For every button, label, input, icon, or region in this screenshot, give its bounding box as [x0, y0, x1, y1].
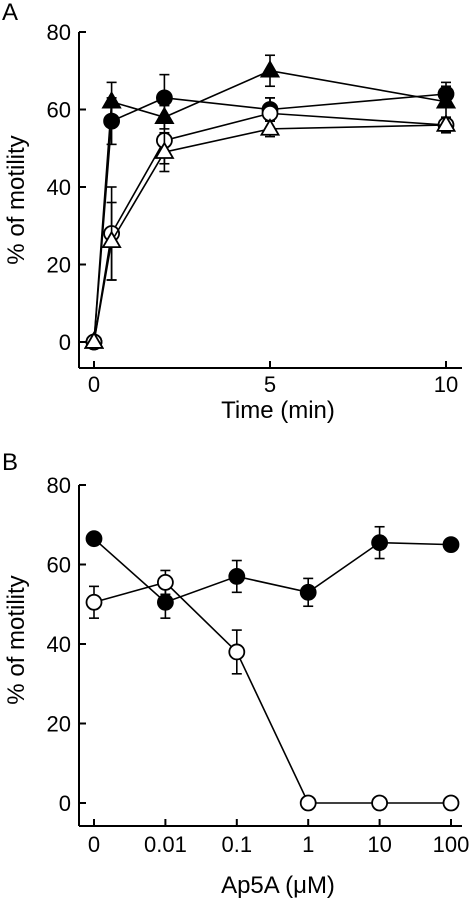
panel-b-data-point — [85, 593, 103, 611]
panel-a-series-line — [93, 124, 447, 343]
panel-b-y-tick-label: 80 — [47, 473, 71, 498]
panel-a-y-tick-label: 40 — [47, 175, 71, 200]
panel-a-x-tick-label: 10 — [434, 372, 458, 397]
panel-b-x-tick-label: 1 — [302, 832, 314, 857]
panel-b-y-axis-title: % of motility — [3, 575, 30, 704]
panel-a-data-point — [83, 331, 105, 349]
panel-a-x-axis-title: Time (min) — [221, 397, 335, 424]
panel-b-x-tick-label: 0.1 — [222, 832, 253, 857]
panel-b-y-tick-label: 20 — [47, 712, 71, 737]
panel-b-data-point — [442, 794, 460, 812]
panel-b-data-point — [299, 583, 317, 601]
chart-panel-b: B % of motility Ap5A (μM) 0 20 40 60 80 0 0.0… — [2, 449, 469, 899]
panel-a-x-tick-label: 0 — [88, 372, 100, 397]
panel-a-data-point — [435, 114, 457, 132]
panel-b-y-tick-label: 0 — [59, 791, 71, 816]
panel-b-x-tick-label: 100 — [433, 832, 470, 857]
panel-b-data-point — [371, 794, 389, 812]
panel-b-series-0 — [85, 525, 460, 619]
panel-a-data-point — [154, 141, 175, 159]
panel-a-series-3 — [83, 114, 457, 349]
panel-a-data-point — [101, 90, 122, 109]
panel-b-series-line — [93, 581, 451, 804]
panel-b-y-tick-label: 40 — [47, 632, 71, 657]
panel-b-y-tick-label: 60 — [47, 553, 71, 578]
panel-a-label: A — [2, 0, 18, 26]
chart-panel-a: A % of motility Time (min) 0 20 40 60 80 0 5 1… — [2, 0, 462, 424]
panel-b-data-point — [442, 536, 460, 554]
panel-b-data-point — [156, 573, 174, 591]
panel-b-data-point — [228, 643, 246, 661]
panel-a-y-tick-label: 60 — [47, 98, 71, 123]
panel-b-data-point — [156, 593, 174, 611]
panel-b-x-axis-title: Ap5A (μM) — [221, 872, 335, 899]
panel-b-label: B — [2, 449, 18, 476]
panel-a-x-tick-label: 5 — [264, 372, 276, 397]
panel-a-data-point — [101, 230, 122, 249]
panel-b-data-point — [371, 534, 389, 552]
panel-b-x-tick-label: 0 — [88, 832, 100, 857]
panel-a-data-point — [155, 89, 173, 107]
panel-b-series-line — [93, 538, 452, 604]
panel-a-y-tick-label: 80 — [47, 20, 71, 45]
panel-a-data-point — [435, 90, 457, 109]
panel-a-series-line — [93, 112, 447, 343]
panel-b-series-1 — [85, 569, 460, 812]
panel-b-data-point — [299, 794, 317, 812]
panel-b-x-tick-label: 0.01 — [144, 832, 187, 857]
panel-a-data-point — [259, 59, 281, 78]
panel-b-data-point — [85, 530, 103, 548]
panel-b-x-tick-label: 10 — [367, 832, 391, 857]
panel-a-y-tick-label: 0 — [59, 330, 71, 355]
panel-a-y-tick-label: 20 — [47, 253, 71, 278]
panel-a-y-axis-title: % of motility — [3, 135, 30, 264]
panel-b-data-point — [228, 568, 246, 585]
panel-a-data-point — [259, 118, 281, 136]
